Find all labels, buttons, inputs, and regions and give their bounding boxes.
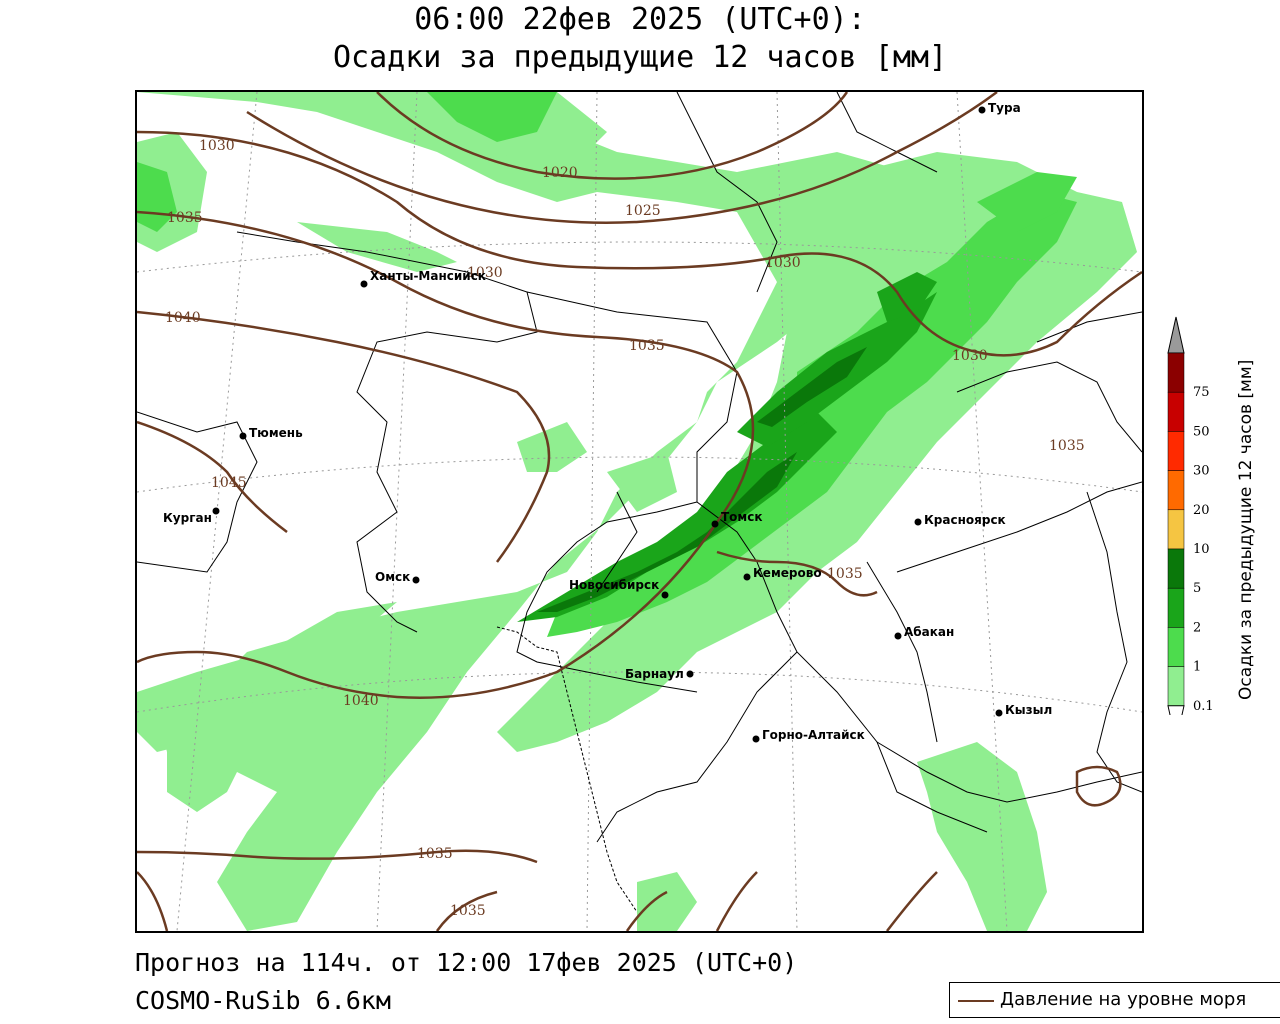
colorbar-tick-label: 5	[1193, 581, 1201, 596]
city-label-abakan: Абакан	[904, 625, 954, 639]
colorbar-segment	[1167, 509, 1185, 550]
city-marker-barnaul	[686, 670, 694, 678]
colorbar-segment	[1167, 627, 1185, 667]
city-label-kemerovo: Кемерово	[753, 566, 822, 580]
colorbar-underflow-triangle	[1167, 705, 1185, 715]
city-label-omsk: Омск	[375, 570, 410, 584]
city-marker-tyumen	[239, 432, 247, 440]
city-marker-kemerovo	[743, 573, 751, 581]
colorbar-segment	[1167, 352, 1185, 393]
model-name: COSMO-RuSib 6.6км	[135, 986, 391, 1015]
colorbar-overflow-triangle	[1167, 316, 1185, 354]
precipitation-colorbar: 0.1 1 2 5 10 20 30 50 75	[1167, 316, 1214, 715]
isobar-label-1035-a: 1035	[167, 210, 203, 226]
precip-field-core	[537, 347, 867, 612]
city-label-kurgan: Курган	[163, 511, 212, 525]
legend-pressure-label: Давление на уровне моря	[1000, 989, 1247, 1010]
city-marker-tomsk	[711, 520, 719, 528]
legend-pressure: Давление на уровне моря	[949, 982, 1280, 1018]
colorbar-title: Осадки за предыдущие 12 часов [мм]	[1236, 359, 1256, 700]
isobar-labels: 1020 1025 1030 1030 1030 1030 1035 1035 …	[165, 138, 1085, 919]
country-border	[496, 626, 638, 913]
isobar-label-1030-d: 1030	[952, 348, 988, 364]
region-borders	[137, 92, 1142, 843]
city-label-barnaul: Барнаул	[625, 667, 684, 681]
colorbar-tick-label: 30	[1193, 464, 1210, 479]
isobar-label-1045: 1045	[211, 475, 247, 491]
isobar-label-1035-b: 1035	[629, 338, 665, 354]
colorbar-tick-label: 1	[1193, 660, 1201, 675]
colorbar-segment	[1167, 391, 1185, 432]
city-label-novosibirsk: Новосибирск	[569, 578, 659, 592]
city-label-kyzyl: Кызыл	[1005, 703, 1052, 717]
colorbar-segment	[1167, 431, 1185, 471]
city-marker-omsk	[412, 576, 420, 584]
isobar-label-1035-e: 1035	[417, 846, 453, 862]
colorbar-tick-label: 0.1	[1193, 699, 1214, 714]
colorbar-segment	[1167, 470, 1185, 511]
isobar-label-1025: 1025	[625, 203, 661, 219]
city-marker-gorno	[752, 735, 760, 743]
city-marker-khanty	[360, 280, 368, 288]
precipitation-map: 1020 1025 1030 1030 1030 1030 1035 1035 …	[135, 90, 1144, 933]
colorbar-segment	[1167, 548, 1185, 589]
map-title-time: 06:00 22фев 2025 (UTC+0):	[414, 2, 866, 37]
isobar-label-1035-c: 1035	[1049, 438, 1085, 454]
city-marker-krasnoyarsk	[914, 518, 922, 526]
colorbar-tick-label: 2	[1193, 620, 1201, 635]
city-label-tomsk: Томск	[721, 510, 763, 524]
city-marker-kurgan	[212, 507, 220, 515]
colorbar-ticks: 0.1 1 2 5 10 20 30 50 75	[1193, 385, 1214, 714]
isobar-label-1040-a: 1040	[165, 310, 201, 326]
isobars	[137, 92, 1142, 931]
colorbar-tick-label: 20	[1193, 503, 1210, 518]
isobar-label-1040-b: 1040	[343, 693, 379, 709]
city-label-krasnoyarsk: Красноярск	[924, 513, 1006, 527]
city-marker-tura	[978, 106, 986, 114]
forecast-info: Прогноз на 114ч. от 12:00 17фев 2025 (UT…	[135, 948, 798, 977]
colorbar-tick-label: 10	[1193, 542, 1210, 557]
colorbar-tick-label: 75	[1193, 385, 1210, 400]
city-marker-abakan	[894, 632, 902, 640]
map-title-variable: Осадки за предыдущие 12 часов [мм]	[332, 40, 948, 75]
legend-pressure-line	[958, 1000, 994, 1002]
colorbar-segment	[1167, 666, 1185, 707]
cities: Тура Ханты-Мансийск Тюмень Курган Омск Н…	[163, 101, 1052, 743]
colorbar-segment	[1167, 587, 1185, 628]
map-canvas: 1020 1025 1030 1030 1030 1030 1035 1035 …	[137, 92, 1142, 931]
isobar-label-1035-d: 1035	[827, 566, 863, 582]
colorbar-tick-label: 50	[1193, 424, 1210, 439]
colorbar-segments	[1167, 316, 1185, 715]
isobar-label-1030-b: 1030	[467, 265, 503, 281]
city-marker-novosibirsk	[661, 591, 669, 599]
city-marker-kyzyl	[995, 709, 1003, 717]
city-label-khanty: Ханты-Мансийск	[370, 269, 486, 283]
city-label-tura: Тура	[988, 101, 1021, 115]
city-label-tyumen: Тюмень	[249, 426, 303, 440]
city-label-gorno: Горно-Алтайск	[762, 728, 865, 742]
isobar-label-1020: 1020	[542, 165, 578, 181]
isobar-label-1030-a: 1030	[199, 138, 235, 154]
isobar-label-1035-f: 1035	[450, 903, 486, 919]
isobar-label-1030-c: 1030	[765, 255, 801, 271]
